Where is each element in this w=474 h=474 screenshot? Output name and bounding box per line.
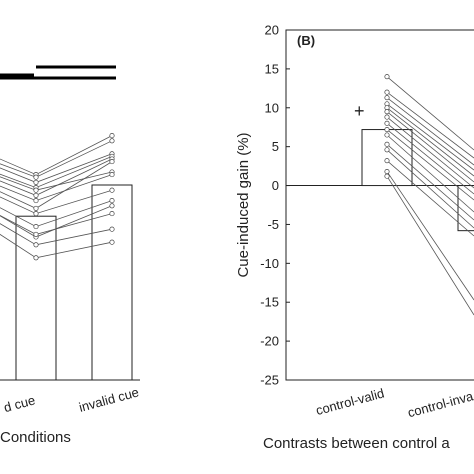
panel-b-subject-line <box>386 91 474 159</box>
panel-b-subject-point <box>384 120 390 126</box>
panel-b-subject-point <box>384 114 390 120</box>
panel-b-subject-point <box>384 141 390 147</box>
panel-a-subject-point <box>33 242 39 248</box>
panel-b-subject-point <box>384 109 390 115</box>
panel-b-label: (B) <box>297 33 315 48</box>
panel-a-bar-invalid <box>91 184 133 381</box>
panel-a-x-axis-title: Conditions <box>0 429 71 446</box>
panel-b-subject-point <box>384 132 390 138</box>
panel-a-subject-point <box>109 138 115 144</box>
panel-a-subject-point <box>33 224 39 230</box>
panel-a-subject-point <box>109 211 115 217</box>
panel-b-subject-line <box>386 116 474 189</box>
panel-b-subject-line <box>386 111 474 183</box>
panel-b-subject-point <box>384 74 390 80</box>
panel-b-subject-line <box>386 103 474 171</box>
panel-b-y-tick-label: -5 <box>267 217 279 232</box>
panel-b-y-tick-label: 10 <box>265 100 279 115</box>
panel-a-subject-point <box>33 179 39 185</box>
panel-a-bar-valid <box>15 215 57 381</box>
panel-a-subject-point <box>109 172 115 178</box>
panel-a-subject-point <box>109 203 115 209</box>
panel-b-y-tick-label: 0 <box>272 178 279 193</box>
panel-b-y-tick-label: 15 <box>265 61 279 76</box>
panel-b-y-tick-label: 5 <box>272 139 279 154</box>
panel-b-subject-line <box>386 149 474 229</box>
panel-a-subject-point <box>33 198 39 204</box>
panel-a-subject-point <box>33 205 39 211</box>
panel-b-subject-line <box>386 97 474 166</box>
panel-b-y-ticks: 20 15 10 5 0 -5 -10 -15 -20 -25 <box>260 23 290 388</box>
panel-b-subject-line <box>386 160 474 237</box>
panel-b-annotation-plus: + <box>354 101 365 121</box>
panel-a-subject-point <box>33 187 39 193</box>
panel-b-subject-line <box>386 176 474 316</box>
panel-b-subject-point <box>384 95 390 101</box>
panel-a-subject-point <box>109 187 115 193</box>
panel-b-plot-frame <box>285 29 474 381</box>
panel-b-subject-point <box>384 169 390 175</box>
panel-b-subject-point <box>384 158 390 164</box>
panel-b-subject-line <box>386 129 474 201</box>
panel-a-subject-point <box>109 159 115 165</box>
panel-b-y-tick-label: -20 <box>260 334 279 349</box>
panel-a-subject-point <box>109 133 115 139</box>
panel-b-subject-line <box>386 76 474 151</box>
panel-a-subject-point <box>109 198 115 204</box>
panel-a-subject-lines <box>0 133 115 261</box>
panel-a-subject-point <box>33 174 39 180</box>
panel-b-subject-line <box>386 171 474 301</box>
panel-a: d cue invalid cue Conditions <box>0 65 140 446</box>
panel-b-subject-line <box>386 123 474 195</box>
panel-b-subject-point <box>384 127 390 133</box>
panel-a-subject-point <box>33 255 39 261</box>
panel-a-significance-bars <box>0 65 116 80</box>
panel-a-subject-point <box>33 192 39 198</box>
panel-b-y-tick-label: -10 <box>260 256 279 271</box>
panel-a-subject-point <box>33 211 39 217</box>
panel-b-y-tick-label: -25 <box>260 373 279 388</box>
panel-b-subject-line <box>386 144 474 221</box>
panel-b-subject-point <box>384 173 390 179</box>
panel-b-subject-lines <box>384 74 474 316</box>
panel-a-subject-point <box>109 226 115 232</box>
panel-b-subject-point <box>384 89 390 95</box>
panel-b-y-tick-label: -15 <box>260 295 279 310</box>
panel-a-bars <box>15 184 133 381</box>
panel-b-y-tick-label: 20 <box>265 23 279 38</box>
panel-b-subject-point <box>384 147 390 153</box>
panel-a-subject-point <box>33 231 39 237</box>
panel-a-subject-point <box>109 239 115 245</box>
panel-b-y-axis-title: Cue-induced gain (%) <box>235 132 252 277</box>
panel-b-subject-line <box>386 134 474 213</box>
panel-b-subject-line <box>386 107 474 177</box>
panel-b-x-axis-title: Contrasts between control a <box>263 435 450 452</box>
